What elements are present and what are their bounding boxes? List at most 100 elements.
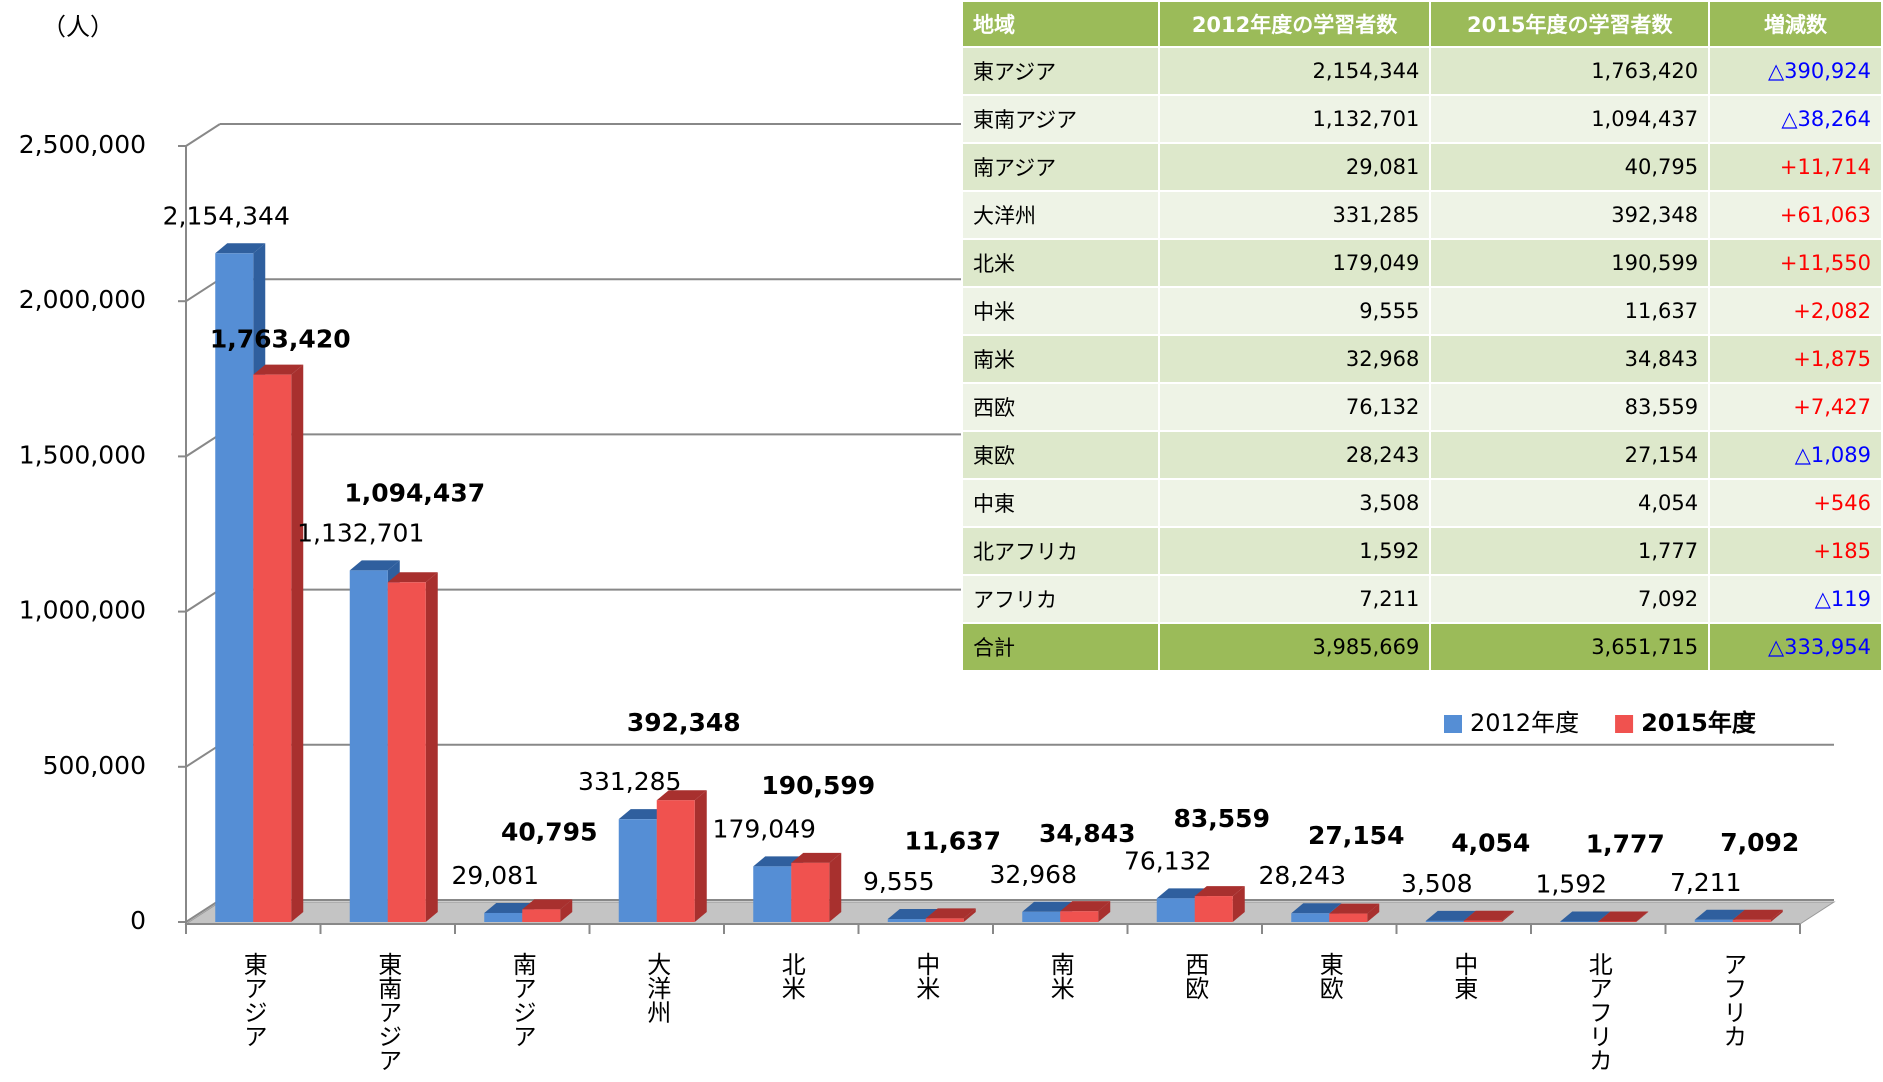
bar-top xyxy=(618,809,669,820)
bar-top xyxy=(1732,909,1783,920)
value-label: 40,795 xyxy=(501,817,597,846)
legend-label: 2012年度 xyxy=(1470,709,1579,737)
value-label: 1,132,701 xyxy=(297,518,424,547)
value-label: 392,348 xyxy=(627,708,741,737)
value-label: 1,592 xyxy=(1535,870,1607,899)
table-cell: △390,924 xyxy=(1708,46,1883,96)
value-label: 9,555 xyxy=(863,867,935,896)
table-cell: 北アフリカ xyxy=(961,526,1160,576)
bar-top xyxy=(1194,886,1245,897)
value-label: 1,094,437 xyxy=(344,478,485,507)
table-cell: 1,592 xyxy=(1157,526,1432,576)
table-cell: 1,132,701 xyxy=(1157,94,1432,144)
y-tick-label: 0 xyxy=(130,906,146,935)
bar xyxy=(1329,903,1380,922)
legend-swatch xyxy=(1615,715,1634,733)
bar-side xyxy=(963,908,976,922)
table-row: 東アジア 2,154,344 1,763,420 △390,924 xyxy=(961,46,1883,96)
table-cell: 2015年度の学習者数 xyxy=(1429,0,1711,48)
table-cell: +546 xyxy=(1708,478,1883,528)
table-cell: 179,049 xyxy=(1157,238,1432,288)
table-row: 東南アジア 1,132,701 1,094,437 △38,264 xyxy=(961,94,1883,144)
bar-side xyxy=(1367,903,1380,922)
bar-front xyxy=(753,866,792,922)
value-label: 1,777 xyxy=(1586,829,1665,858)
table-cell: 東欧 xyxy=(961,430,1160,480)
table-cell: 7,092 xyxy=(1429,574,1711,624)
value-label: 34,843 xyxy=(1039,819,1135,848)
table-cell: 27,154 xyxy=(1429,430,1711,480)
table-row: 地域 2012年度の学習者数 2015年度の学習者数 増減数 xyxy=(961,0,1883,48)
x-tick-label: 北アフリカ xyxy=(1584,952,1612,1072)
bar-side xyxy=(1098,901,1111,922)
bar-side xyxy=(291,364,304,923)
bar-side xyxy=(1770,909,1783,922)
bar-side xyxy=(425,572,438,922)
value-label: 76,132 xyxy=(1124,846,1211,875)
bar-side xyxy=(829,852,842,922)
table-row: 大洋州 331,285 392,348 +61,063 xyxy=(961,190,1883,240)
bar-front xyxy=(1425,920,1464,922)
x-tick-label: 東アジア xyxy=(239,952,267,1048)
bar-top xyxy=(1156,888,1207,899)
x-tick-label: アフリカ xyxy=(1719,952,1747,1048)
table-cell: 40,795 xyxy=(1429,142,1711,192)
value-label: 331,285 xyxy=(578,767,681,796)
y-tick-label: 2,500,000 xyxy=(19,130,146,159)
table-cell: +7,427 xyxy=(1708,382,1883,432)
bar-front xyxy=(925,918,964,922)
value-label: 2,154,344 xyxy=(163,201,290,230)
bar-top xyxy=(887,909,938,920)
table-cell: +1,875 xyxy=(1708,334,1883,384)
grid-line xyxy=(185,433,221,458)
bar-front xyxy=(618,819,657,922)
table-cell: 3,508 xyxy=(1157,478,1432,528)
grid-line xyxy=(185,278,221,303)
bar-front xyxy=(1156,898,1195,922)
bar-top xyxy=(925,908,976,919)
table-cell: 76,132 xyxy=(1157,382,1432,432)
table-cell: +11,550 xyxy=(1708,238,1883,288)
value-label: 27,154 xyxy=(1308,821,1404,850)
bar xyxy=(925,908,976,922)
x-tick-label: 東欧 xyxy=(1315,952,1343,1000)
table-cell: 11,637 xyxy=(1429,286,1711,336)
bar-top xyxy=(1463,910,1514,921)
bar-front xyxy=(484,912,523,922)
table-cell: △1,089 xyxy=(1708,430,1883,480)
bar-front xyxy=(215,253,254,922)
table-cell: 1,094,437 xyxy=(1429,94,1711,144)
bar-top xyxy=(1694,909,1745,920)
y-tick-label: 1,500,000 xyxy=(19,440,146,469)
bar-top xyxy=(522,899,573,910)
table-cell: 増減数 xyxy=(1708,0,1883,48)
table-cell: 大洋州 xyxy=(961,190,1160,240)
table-row: 中米 9,555 11,637 +2,082 xyxy=(961,286,1883,336)
bar xyxy=(1598,911,1649,922)
bar-side xyxy=(694,790,707,922)
bar-side xyxy=(560,899,573,922)
value-label: 83,559 xyxy=(1174,804,1270,833)
value-label: 29,081 xyxy=(452,861,539,890)
table-cell: 32,968 xyxy=(1157,334,1432,384)
table-row: 北アフリカ 1,592 1,777 +185 xyxy=(961,526,1883,576)
table-cell: 34,843 xyxy=(1429,334,1711,384)
table-cell: 地域 xyxy=(961,0,1160,48)
table-cell: 9,555 xyxy=(1157,286,1432,336)
table-cell: 28,243 xyxy=(1157,430,1432,480)
bar-side xyxy=(1232,886,1245,922)
table-cell: +185 xyxy=(1708,526,1883,576)
bar-top xyxy=(1329,903,1380,914)
x-tick-label: 中米 xyxy=(912,952,940,1000)
table-row: 西欧 76,132 83,559 +7,427 xyxy=(961,382,1883,432)
bar xyxy=(791,852,842,922)
bar xyxy=(387,572,438,922)
table-row: 合計 3,985,669 3,651,715 △333,954 xyxy=(961,622,1883,672)
x-tick-label: 北米 xyxy=(777,952,805,1000)
bar-top xyxy=(753,856,804,867)
table-cell: 2,154,344 xyxy=(1157,46,1432,96)
y-tick-label: 500,000 xyxy=(43,751,146,780)
bar xyxy=(253,364,304,923)
